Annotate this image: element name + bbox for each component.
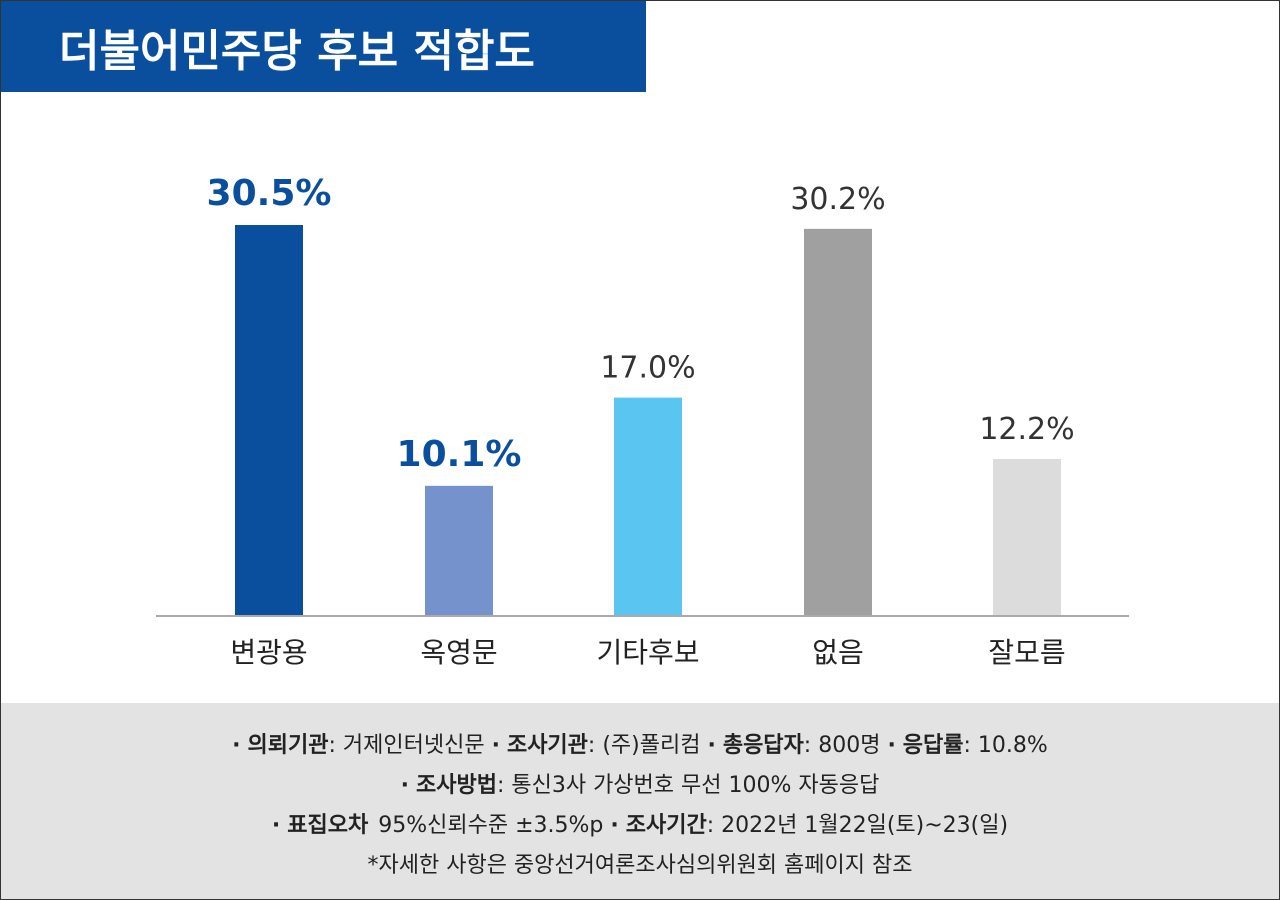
bullet: · <box>610 813 619 838</box>
agency-value: : (주)폴리컴 <box>587 733 701 758</box>
value-label-3: 17.0% <box>600 351 695 386</box>
bar-1 <box>235 225 303 615</box>
bar-3 <box>614 397 682 615</box>
agency-label: 조사기관 <box>506 733 588 758</box>
footer-note: *자세한 사항은 중앙선거여론조사심의위원회 홈페이지 참조 <box>367 853 913 878</box>
margin-value: 95%신뢰수준 ±3.5%p <box>378 813 604 838</box>
bullet: · <box>400 773 409 798</box>
title-bar: 더불어민주당 후보 적합도 <box>1 1 646 92</box>
footer-line-3: · 표집오차 95%신뢰수준 ±3.5%p · 조사기간: 2022년 1월22일… <box>1 807 1279 839</box>
value-label-5: 12.2% <box>979 412 1074 447</box>
response-rate-label: 응답률 <box>902 733 964 758</box>
bar-2 <box>425 485 493 615</box>
chart-title: 더불어민주당 후보 적합도 <box>59 26 535 77</box>
period-value: : 2022년 1월22일(토)~23(일) <box>706 813 1009 838</box>
category-label-1: 변광용 <box>230 636 307 669</box>
category-label-3: 기타후보 <box>596 636 699 669</box>
footer-line-2: · 조사방법: 통신3사 가상번호 무선 100% 자동응답 <box>1 767 1279 799</box>
value-label-2: 10.1% <box>397 434 522 475</box>
footer-line-1: · 의뢰기관: 거제인터넷신문 · 조사기관: (주)폴리컴 · 총응답자: 8… <box>1 727 1279 759</box>
category-label-4: 없음 <box>812 636 864 669</box>
bullet: · <box>271 813 281 838</box>
category-label-5: 잘모름 <box>988 636 1065 669</box>
period-label: 조사기간 <box>625 813 707 838</box>
value-label-1: 30.5% <box>207 173 332 214</box>
client-label: 의뢰기관 <box>247 733 329 758</box>
bullet: · <box>707 733 716 758</box>
bullet: · <box>232 733 241 758</box>
bar-5 <box>993 459 1061 615</box>
method-label: 조사방법 <box>415 773 497 798</box>
category-label-2: 옥영문 <box>420 636 497 669</box>
client-value: : 거제인터넷신문 <box>328 733 485 758</box>
respondents-value: : 800명 <box>803 733 881 758</box>
respondents-label: 총응답자 <box>722 733 804 758</box>
margin-label: 표집오차 <box>287 813 369 838</box>
method-value: : 통신3사 가상번호 무선 100% 자동응답 <box>496 773 880 798</box>
value-label-4: 30.2% <box>790 182 885 217</box>
bullet: · <box>887 733 896 758</box>
bar-chart: 30.5% 변광용 10.1% 옥영문 17.0% 기타후보 30.2% 없음 12.2% 잘모름 <box>156 173 1129 669</box>
response-rate-value: : 10.8% <box>963 733 1048 758</box>
bullet: · <box>491 733 500 758</box>
bar-4 <box>804 228 872 615</box>
survey-footer: · 의뢰기관: 거제인터넷신문 · 조사기관: (주)폴리컴 · 총응답자: 8… <box>1 703 1279 899</box>
